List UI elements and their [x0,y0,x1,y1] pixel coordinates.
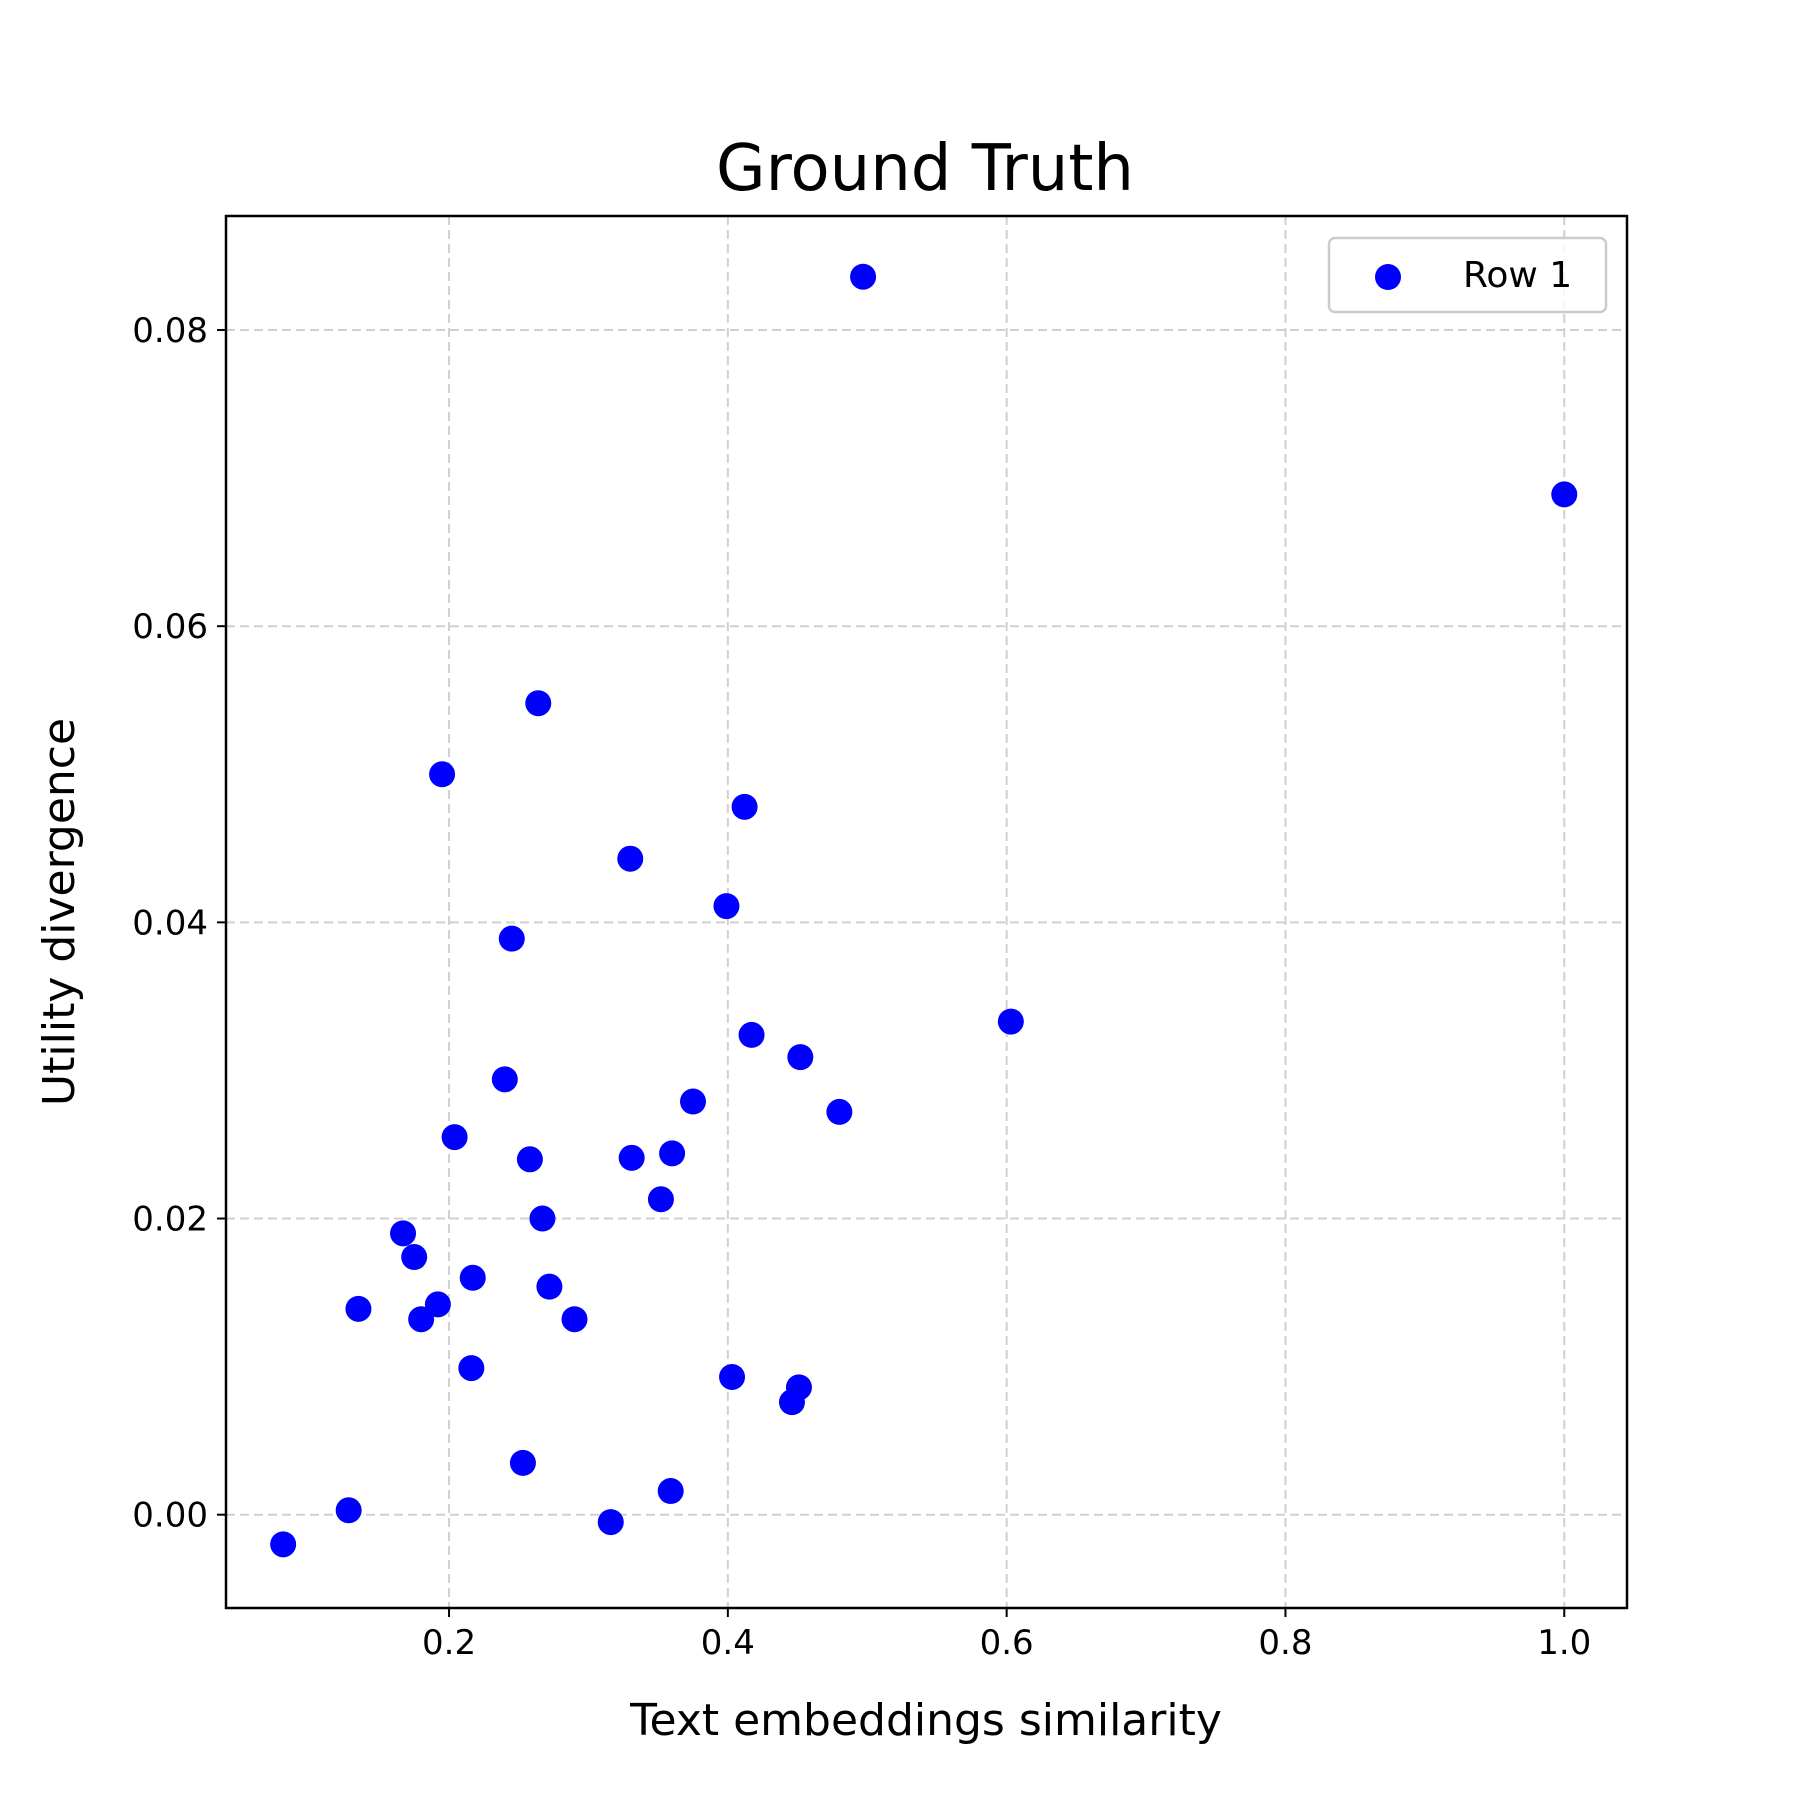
data-point [424,1291,451,1318]
data-point [738,1021,765,1048]
data-point [778,1389,805,1416]
data-point [618,1144,645,1171]
data-point [997,1008,1024,1035]
data-point [657,1478,684,1505]
x-tick-label: 0.4 [701,1623,755,1663]
axis-ticks: 0.2 0.4 0.6 0.8 1.0 0.00 0.02 0.04 0.06 0.08 [132,311,1591,1663]
data-point [498,925,525,952]
data-point [401,1244,428,1271]
data-point [850,263,877,290]
legend: Row 1 [1327,236,1608,314]
data-point [561,1306,588,1333]
data-point [270,1531,297,1558]
data-point [458,1355,485,1382]
data-point [525,690,552,717]
data-point [617,845,644,872]
y-tick-label: 0.06 [132,607,208,647]
y-tick-label: 0.08 [132,311,208,351]
data-point [787,1044,814,1071]
data-points [270,263,1578,1558]
grid-lines [226,216,1627,1608]
data-point [597,1509,624,1536]
data-point [429,761,456,788]
data-point [516,1146,543,1173]
chart-title: Ground Truth [716,132,1134,206]
data-point [408,1306,435,1333]
data-point [441,1124,468,1151]
data-point [459,1264,486,1291]
data-point [335,1497,362,1524]
data-point [680,1088,706,1115]
y-tick-label: 0.00 [132,1496,208,1536]
y-axis-label: Utility divergence [34,718,85,1106]
x-tick-label: 0.6 [980,1623,1034,1663]
data-point [826,1098,853,1125]
data-point [390,1220,417,1247]
data-point [647,1186,674,1213]
data-point [491,1066,518,1093]
data-point [659,1140,686,1167]
data-point [719,1363,746,1390]
data-point [731,793,758,820]
data-point [509,1449,536,1476]
x-tick-label: 1.0 [1537,1623,1591,1663]
x-tick-label: 0.2 [422,1623,476,1663]
legend-marker [1375,264,1401,290]
data-point [529,1205,556,1232]
data-point [345,1295,372,1322]
y-tick-label: 0.02 [132,1200,208,1240]
legend-box [1327,236,1608,314]
y-tick-label: 0.04 [132,903,208,943]
plot-area-frame [224,214,1629,1610]
data-point [536,1273,563,1300]
data-point [713,893,740,920]
legend-label-row-1: Row 1 [1463,255,1572,296]
data-point [1551,481,1578,508]
x-axis-label: Text embeddings similarity [629,1695,1222,1746]
x-tick-label: 0.8 [1258,1623,1312,1663]
